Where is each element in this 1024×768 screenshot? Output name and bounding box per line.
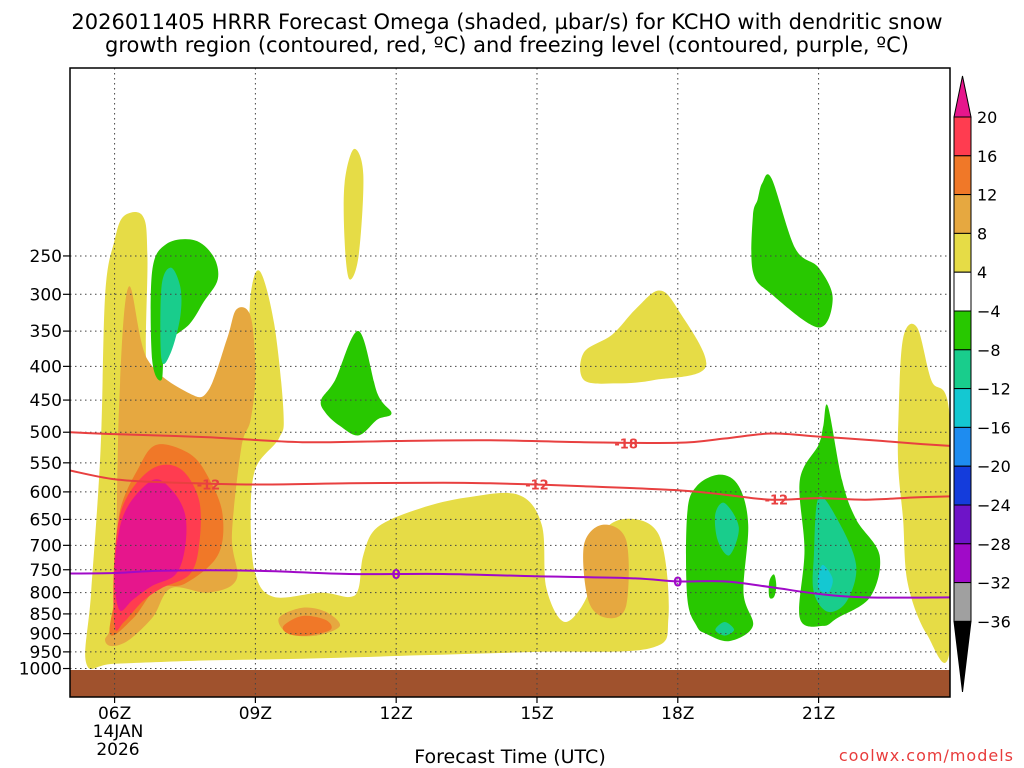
colorbar-label: −24 bbox=[977, 496, 1011, 515]
contour-label: -18 bbox=[614, 437, 638, 452]
contour-label: -12 bbox=[765, 494, 789, 509]
colorbar-swatch bbox=[953, 271, 972, 312]
x-tick-label: 09Z bbox=[239, 704, 272, 724]
colorbar-top-arrow bbox=[953, 75, 972, 118]
contour-labels: -18 -12 -12 -12 0 0 bbox=[197, 437, 789, 590]
ground-below-surface bbox=[70, 670, 950, 697]
colorbar-swatch bbox=[953, 388, 972, 428]
omega-region-minus4 bbox=[751, 174, 833, 328]
freezing-level-line bbox=[70, 569, 950, 599]
isotherm-minus12 bbox=[70, 469, 950, 501]
grid-lines bbox=[70, 68, 950, 697]
contour-label: -12 bbox=[525, 478, 549, 493]
colorbar-swatch bbox=[953, 349, 972, 390]
contour-label: 0 bbox=[392, 568, 401, 583]
x-tick-label: 12Z bbox=[380, 704, 413, 724]
omega-region-minus12 bbox=[817, 564, 833, 594]
colorbar-swatch bbox=[953, 155, 972, 196]
colorbar-label: −12 bbox=[977, 380, 1011, 399]
colorbar-label: 8 bbox=[977, 224, 987, 243]
chart-title-line-2: growth region (contoured, red, ºC) and f… bbox=[105, 33, 909, 57]
chart-title-line-1: 2026011405 HRRR Forecast Omega (shaded, … bbox=[71, 10, 942, 34]
y-tick-label: 600 bbox=[30, 483, 62, 503]
date-label-day: 14JAN bbox=[93, 722, 144, 742]
colorbar-label: 4 bbox=[977, 263, 987, 282]
x-tick-label: 15Z bbox=[520, 704, 553, 724]
x-tick-label: 21Z bbox=[802, 704, 835, 724]
omega-region-4 bbox=[897, 323, 950, 663]
y-tick-label: 900 bbox=[30, 625, 62, 645]
omega-region-4 bbox=[580, 290, 707, 384]
temperature-contours bbox=[70, 431, 950, 599]
colorbar-bottom-arrow bbox=[953, 620, 972, 693]
pressure-axis: 2503003504004505005506006507007508008509… bbox=[19, 247, 70, 680]
colorbar-label: 12 bbox=[977, 186, 997, 205]
credit-link[interactable]: coolwx.com/models bbox=[839, 746, 1014, 765]
colorbar-label: −36 bbox=[977, 612, 1011, 631]
omega-region-12 bbox=[282, 615, 332, 636]
isotherm-minus18 bbox=[70, 431, 950, 447]
colorbar-label: 16 bbox=[977, 147, 997, 166]
y-tick-label: 350 bbox=[30, 322, 62, 342]
y-tick-label: 850 bbox=[30, 605, 62, 625]
contour-label: -12 bbox=[197, 478, 221, 493]
y-tick-label: 1000 bbox=[19, 660, 62, 680]
colorbar-swatch bbox=[953, 543, 972, 584]
colorbar-label: −8 bbox=[977, 341, 1001, 360]
colorbar-swatch bbox=[953, 582, 972, 622]
colorbar-swatch bbox=[953, 116, 972, 157]
y-tick-label: 300 bbox=[30, 285, 62, 305]
colorbar-swatch bbox=[953, 194, 972, 234]
omega-region-minus4 bbox=[320, 331, 392, 436]
colorbar-swatch bbox=[953, 426, 972, 467]
date-label-year: 2026 bbox=[96, 740, 139, 760]
colorbar-label: −32 bbox=[977, 574, 1011, 593]
colorbar-swatch bbox=[953, 310, 972, 351]
y-tick-label: 550 bbox=[30, 454, 62, 474]
time-axis: 06Z 09Z 12Z 15Z 18Z 21Z bbox=[98, 697, 835, 724]
y-tick-label: 400 bbox=[30, 357, 62, 377]
colorbar-swatch bbox=[953, 232, 972, 273]
omega-shading bbox=[85, 148, 950, 670]
omega-region-minus8 bbox=[715, 622, 735, 636]
x-tick-label: 06Z bbox=[98, 704, 131, 724]
y-tick-label: 450 bbox=[30, 391, 62, 411]
colorbar-label: −20 bbox=[977, 457, 1011, 476]
plot-frame bbox=[69, 67, 951, 698]
omega-region-minus8 bbox=[714, 502, 739, 556]
x-tick-label: 18Z bbox=[661, 704, 694, 724]
colorbar-label: 20 bbox=[977, 108, 997, 127]
y-tick-label: 650 bbox=[30, 510, 62, 530]
y-tick-label: 500 bbox=[30, 423, 62, 443]
contour-label: 0 bbox=[673, 575, 682, 590]
omega-region-minus8 bbox=[160, 267, 182, 365]
y-tick-label: 700 bbox=[30, 536, 62, 556]
omega-region-4 bbox=[343, 148, 364, 280]
colorbar-swatch bbox=[953, 465, 972, 506]
omega-region-8 bbox=[583, 524, 629, 619]
omega-region-minus4 bbox=[686, 474, 754, 642]
colorbar-swatch bbox=[953, 504, 972, 545]
y-tick-label: 800 bbox=[30, 584, 62, 604]
y-tick-label: 750 bbox=[30, 561, 62, 581]
colorbar-label: −28 bbox=[977, 535, 1011, 554]
colorbar: 20 16 12 8 4 −4 −8 −12 −16 −20 −24 −28 −32 −36 bbox=[953, 75, 1011, 693]
colorbar-label: −16 bbox=[977, 418, 1011, 437]
y-tick-label: 950 bbox=[30, 643, 62, 663]
colorbar-label: −4 bbox=[977, 302, 1001, 321]
y-tick-label: 250 bbox=[30, 247, 62, 267]
x-axis-title: Forecast Time (UTC) bbox=[414, 746, 605, 768]
